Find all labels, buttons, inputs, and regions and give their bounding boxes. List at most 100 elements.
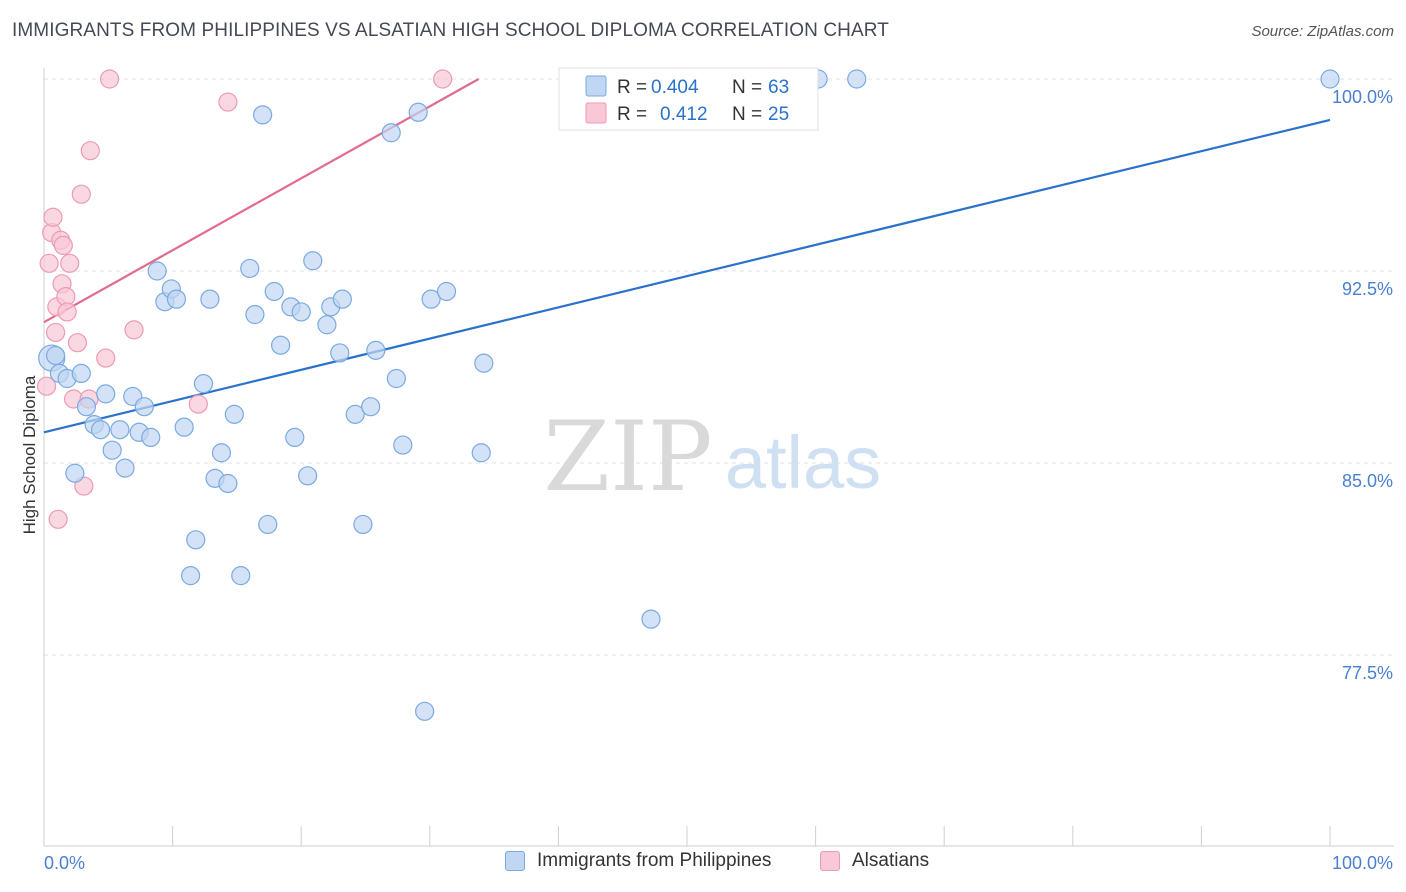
data-point bbox=[332, 289, 352, 309]
data-point bbox=[298, 466, 318, 486]
data-point bbox=[186, 530, 206, 550]
data-point bbox=[421, 289, 441, 309]
data-point bbox=[90, 420, 111, 440]
watermark: ZIP atlas bbox=[543, 401, 881, 513]
x-tick-label-end: 100.0% bbox=[1332, 853, 1393, 873]
data-point bbox=[345, 404, 365, 424]
legend-swatch-philippines bbox=[505, 851, 525, 871]
trend-line-pink bbox=[43, 78, 480, 324]
data-point bbox=[366, 340, 386, 360]
data-point bbox=[43, 207, 63, 227]
watermark-zip: ZIP bbox=[543, 401, 712, 513]
trend-lines bbox=[43, 78, 1331, 434]
data-point bbox=[200, 289, 220, 309]
data-point bbox=[285, 427, 305, 447]
legend-label-alsatians: Alsatians bbox=[852, 850, 930, 871]
data-point bbox=[188, 394, 208, 414]
legend-swatch-blue bbox=[585, 75, 607, 97]
y-tick-label: 85.0% bbox=[1342, 471, 1393, 491]
legend-label-philippines: Immigrants from Philippines bbox=[537, 850, 772, 871]
data-point bbox=[353, 514, 373, 535]
source-label: Source: ZipAtlas.com bbox=[1251, 23, 1394, 40]
legend-n-value-2: 25 bbox=[768, 104, 789, 125]
legend-item-philippines: Immigrants from Philippines bbox=[505, 850, 771, 872]
data-point bbox=[57, 302, 77, 322]
data-point bbox=[474, 353, 494, 373]
data-point bbox=[76, 397, 97, 417]
data-point bbox=[386, 368, 406, 389]
data-point bbox=[124, 320, 144, 340]
data-point bbox=[264, 281, 284, 302]
data-point bbox=[65, 463, 85, 483]
data-point bbox=[415, 701, 435, 721]
data-point bbox=[60, 253, 80, 273]
legend-r-value-1: 0.404 bbox=[651, 77, 699, 98]
data-point bbox=[408, 102, 428, 122]
data-point bbox=[258, 514, 278, 535]
series-blue-points bbox=[38, 69, 1340, 721]
data-point bbox=[847, 69, 867, 89]
data-point bbox=[218, 473, 238, 494]
data-point bbox=[67, 333, 88, 353]
data-point bbox=[330, 343, 350, 363]
legend-r-label-1: R = bbox=[617, 77, 647, 98]
data-point bbox=[433, 69, 453, 89]
data-point bbox=[193, 374, 214, 394]
data-point bbox=[218, 92, 238, 112]
data-point bbox=[211, 443, 232, 463]
data-point bbox=[102, 440, 122, 460]
data-point bbox=[53, 235, 73, 255]
bottom-legend: Immigrants from Philippines Alsatians bbox=[0, 850, 1406, 880]
trend-line-blue bbox=[43, 118, 1331, 434]
legend-box: R = 0.404 N = 63 R = 0.412 N = 25 bbox=[558, 67, 819, 131]
data-point bbox=[641, 609, 661, 629]
data-point bbox=[71, 363, 91, 383]
legend-item-alsatians: Alsatians bbox=[820, 850, 929, 872]
legend-n-label-1: N = bbox=[732, 77, 762, 98]
data-point bbox=[48, 509, 68, 529]
data-point bbox=[271, 335, 291, 355]
legend-n-label-2: N = bbox=[732, 104, 762, 125]
data-point bbox=[96, 348, 116, 368]
data-point bbox=[166, 289, 187, 309]
legend-n-value-1: 63 bbox=[768, 77, 789, 98]
data-point bbox=[45, 345, 66, 366]
data-point bbox=[303, 251, 323, 271]
legend-r-value-2: 0.412 bbox=[660, 104, 708, 125]
data-point bbox=[141, 427, 161, 447]
data-point bbox=[231, 566, 251, 586]
data-point bbox=[99, 69, 120, 89]
data-point bbox=[1320, 69, 1340, 89]
data-point bbox=[110, 420, 130, 440]
data-point bbox=[96, 384, 116, 404]
axes bbox=[43, 68, 1394, 847]
data-point bbox=[71, 184, 91, 204]
series-pink-points bbox=[36, 69, 453, 529]
data-point bbox=[253, 105, 273, 125]
data-point bbox=[245, 304, 265, 325]
data-point bbox=[361, 397, 381, 417]
legend-swatch-pink bbox=[585, 102, 607, 124]
data-point bbox=[240, 258, 260, 279]
watermark-atlas: atlas bbox=[725, 421, 881, 504]
chart-title: IMMIGRANTS FROM PHILIPPINES VS ALSATIAN … bbox=[12, 20, 889, 41]
data-point bbox=[471, 443, 491, 463]
data-point bbox=[147, 261, 167, 281]
data-point bbox=[80, 141, 100, 161]
data-point bbox=[115, 458, 135, 478]
x-tick-label-start: 0.0% bbox=[44, 853, 85, 873]
tick-labels: 100.0% 92.5% 85.0% 77.5% 0.0% 100.0% bbox=[44, 87, 1393, 873]
data-points bbox=[36, 69, 1340, 721]
y-tick-label: 100.0% bbox=[1332, 87, 1393, 107]
data-point bbox=[393, 435, 413, 455]
data-point bbox=[317, 315, 337, 335]
data-point bbox=[436, 281, 457, 302]
y-tick-label: 92.5% bbox=[1342, 279, 1393, 299]
data-point bbox=[36, 376, 57, 396]
data-point bbox=[224, 404, 244, 424]
y-tick-label: 77.5% bbox=[1342, 663, 1393, 683]
legend-r-label-2: R = bbox=[617, 104, 647, 125]
data-point bbox=[134, 397, 154, 417]
data-point bbox=[291, 302, 311, 322]
